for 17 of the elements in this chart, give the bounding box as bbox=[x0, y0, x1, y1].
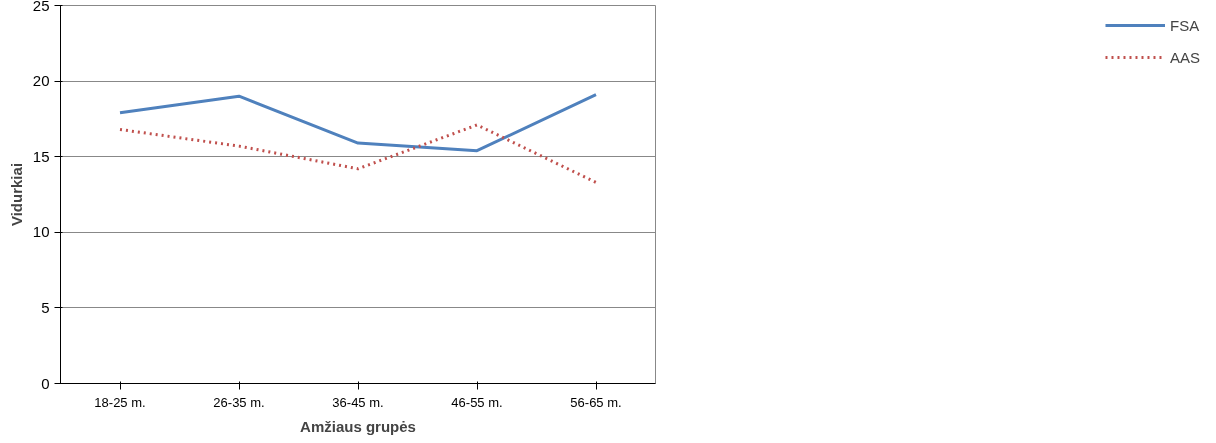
y-tick-label: 10 bbox=[32, 223, 50, 241]
y-axis-title: Vidurkiai bbox=[7, 162, 25, 227]
line-series bbox=[118, 93, 598, 153]
x-tick-label: 56-65 m. bbox=[570, 394, 622, 410]
legend-label: AAS bbox=[1169, 48, 1200, 66]
x-tick-label: 26-35 m. bbox=[213, 394, 265, 410]
y-tick-label: 20 bbox=[32, 72, 50, 90]
x-axis-title: Amžiaus grupės bbox=[300, 417, 416, 435]
legend-label: FSA bbox=[1169, 16, 1200, 34]
x-tick-label: 36-45 m. bbox=[332, 394, 384, 410]
y-tick-label: 25 bbox=[32, 0, 50, 14]
y-tick-label: 15 bbox=[32, 147, 50, 165]
x-tick-label: 18-25 m. bbox=[94, 394, 146, 410]
line-series bbox=[118, 123, 598, 184]
y-tick-label: 0 bbox=[41, 374, 50, 392]
y-tick-label: 5 bbox=[41, 298, 50, 316]
x-tick-label: 46-55 m. bbox=[451, 394, 503, 410]
